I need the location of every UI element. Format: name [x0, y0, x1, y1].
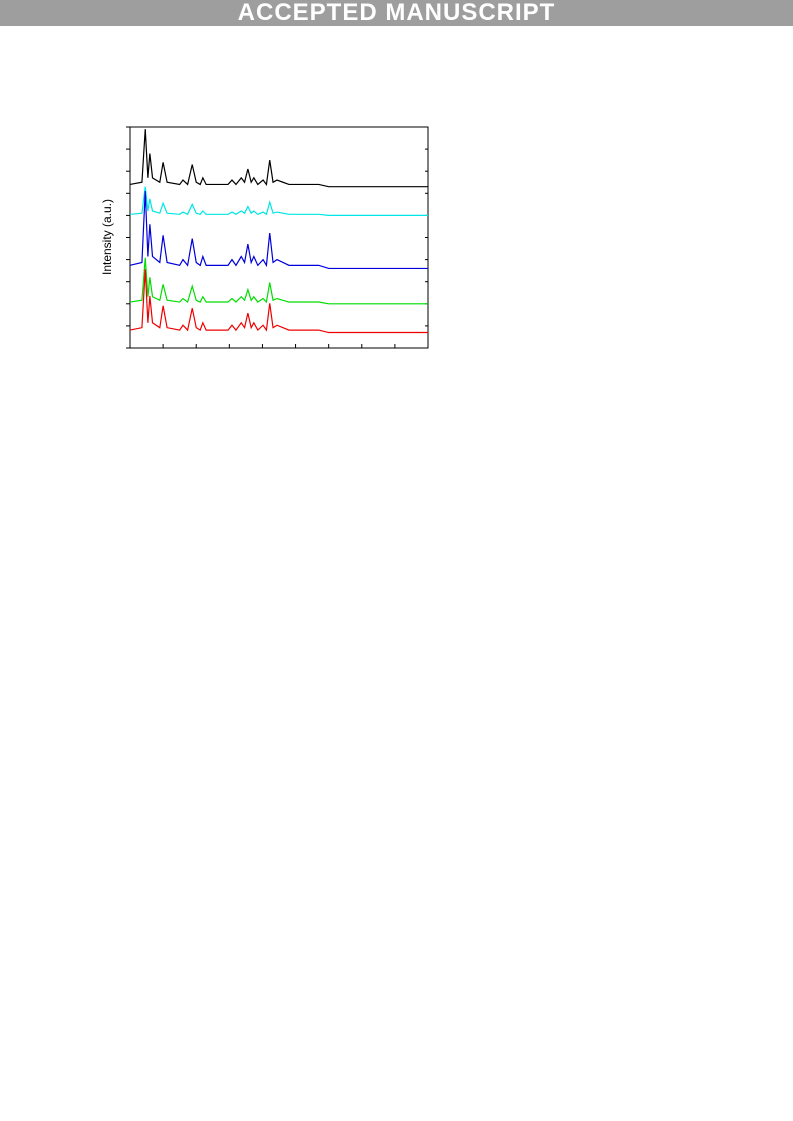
pattern-line	[129, 269, 428, 334]
pattern-line	[129, 257, 428, 305]
y-axis-label: Intensity (a.u.)	[100, 199, 114, 275]
pattern-line	[129, 191, 428, 270]
pattern-line	[129, 129, 428, 188]
banner: ACCEPTED MANUSCRIPT	[0, 0, 793, 26]
pattern-line	[129, 186, 428, 216]
plot-frame	[129, 126, 429, 349]
